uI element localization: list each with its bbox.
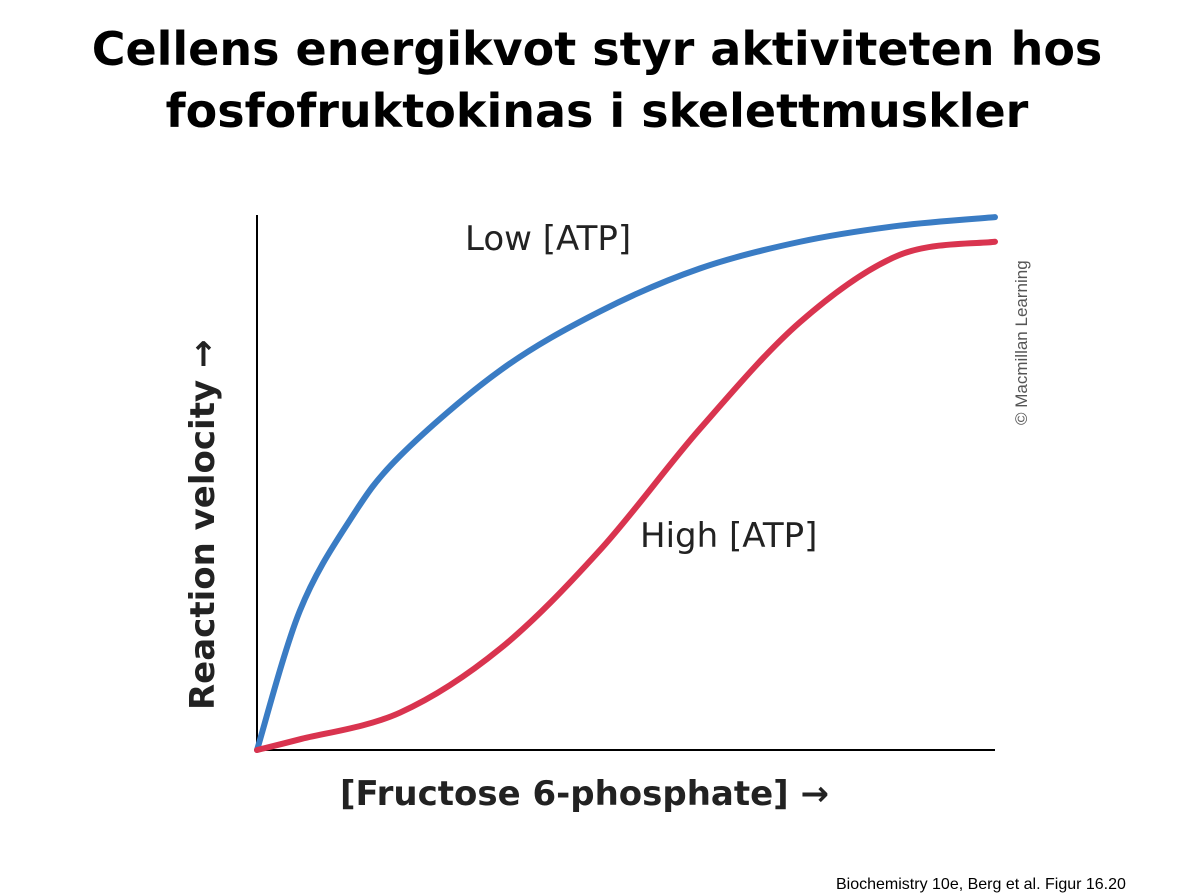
title-line-2: fosfofruktokinas i skelettmuskler: [165, 84, 1029, 138]
x-axis-label: [Fructose 6-phosphate] →: [340, 774, 829, 814]
source-footer: Biochemistry 10e, Berg et al. Figur 16.2…: [836, 876, 1126, 893]
series-line-low-atp: [254, 214, 998, 753]
series-line-high-atp: [254, 238, 998, 753]
copyright-label: © Macmillan Learning: [1012, 260, 1031, 425]
title-line-1: Cellens energikvot styr aktiviteten hos: [91, 22, 1103, 76]
series-label-low-atp: Low [ATP]: [465, 219, 631, 259]
series-label-high-atp: High [ATP]: [640, 516, 817, 556]
slide-title: Cellens energikvot styr aktiviteten hos …: [0, 18, 1194, 142]
y-axis-label: Reaction velocity →: [183, 340, 223, 710]
